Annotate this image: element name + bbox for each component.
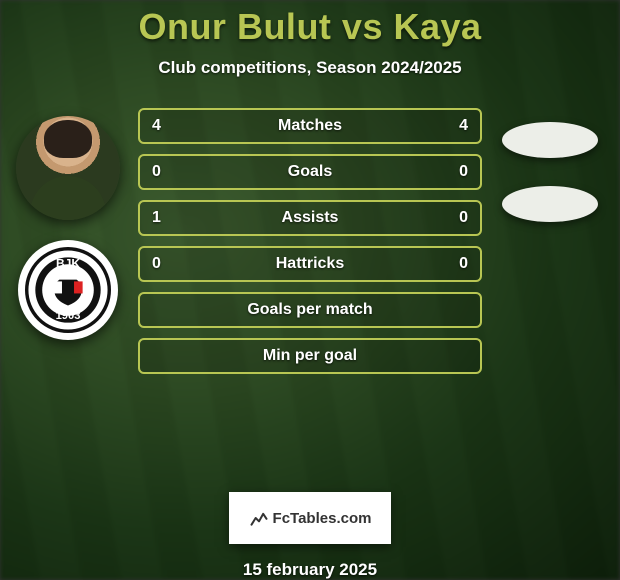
- comparison-card: Onur Bulut vs Kaya Club competitions, Se…: [0, 0, 620, 580]
- player-right-avatar-placeholder: [502, 122, 598, 158]
- bjk-badge-icon: BJK 1903: [25, 247, 111, 333]
- fctables-logo-icon: [249, 508, 269, 528]
- stat-bar: 4Matches4: [138, 108, 482, 144]
- stat-label: Goals: [138, 163, 482, 181]
- stat-row: Goals per match: [138, 292, 482, 328]
- fctables-watermark: FcTables.com: [229, 492, 391, 544]
- player-left-club-badge: BJK 1903: [18, 240, 118, 340]
- stat-label: Assists: [138, 209, 482, 227]
- stat-row: 0Goals0: [138, 154, 482, 190]
- player-left-avatar: [16, 116, 120, 220]
- stat-label: Hattricks: [138, 255, 482, 273]
- stat-bar: 0Goals0: [138, 154, 482, 190]
- stats-bars: 4Matches4 0Goals0 1Assists0 0Hattricks0 Goal…: [138, 108, 482, 374]
- main-area: BJK 1903 4Matches4 0Goals0 1Assists0 0Hattr…: [0, 108, 620, 480]
- stat-row: 4Matches4: [138, 108, 482, 144]
- stat-row: Min per goal: [138, 338, 482, 374]
- left-player-column: BJK 1903: [8, 116, 128, 340]
- date-label: 15 february 2025: [243, 560, 377, 580]
- stat-label: Min per goal: [138, 347, 482, 365]
- fctables-label: FcTables.com: [273, 510, 372, 527]
- stat-label: Goals per match: [138, 301, 482, 319]
- stat-bar: Min per goal: [138, 338, 482, 374]
- subtitle: Club competitions, Season 2024/2025: [158, 58, 461, 78]
- page-title: Onur Bulut vs Kaya: [138, 6, 481, 48]
- stat-row: 0Hattricks0: [138, 246, 482, 282]
- right-player-column: [492, 108, 608, 222]
- svg-text:1903: 1903: [56, 310, 81, 322]
- stat-label: Matches: [138, 117, 482, 135]
- stat-bar: 0Hattricks0: [138, 246, 482, 282]
- stat-bar: 1Assists0: [138, 200, 482, 236]
- svg-text:BJK: BJK: [56, 257, 80, 271]
- player-right-club-placeholder: [502, 186, 598, 222]
- stat-row: 1Assists0: [138, 200, 482, 236]
- stat-bar: Goals per match: [138, 292, 482, 328]
